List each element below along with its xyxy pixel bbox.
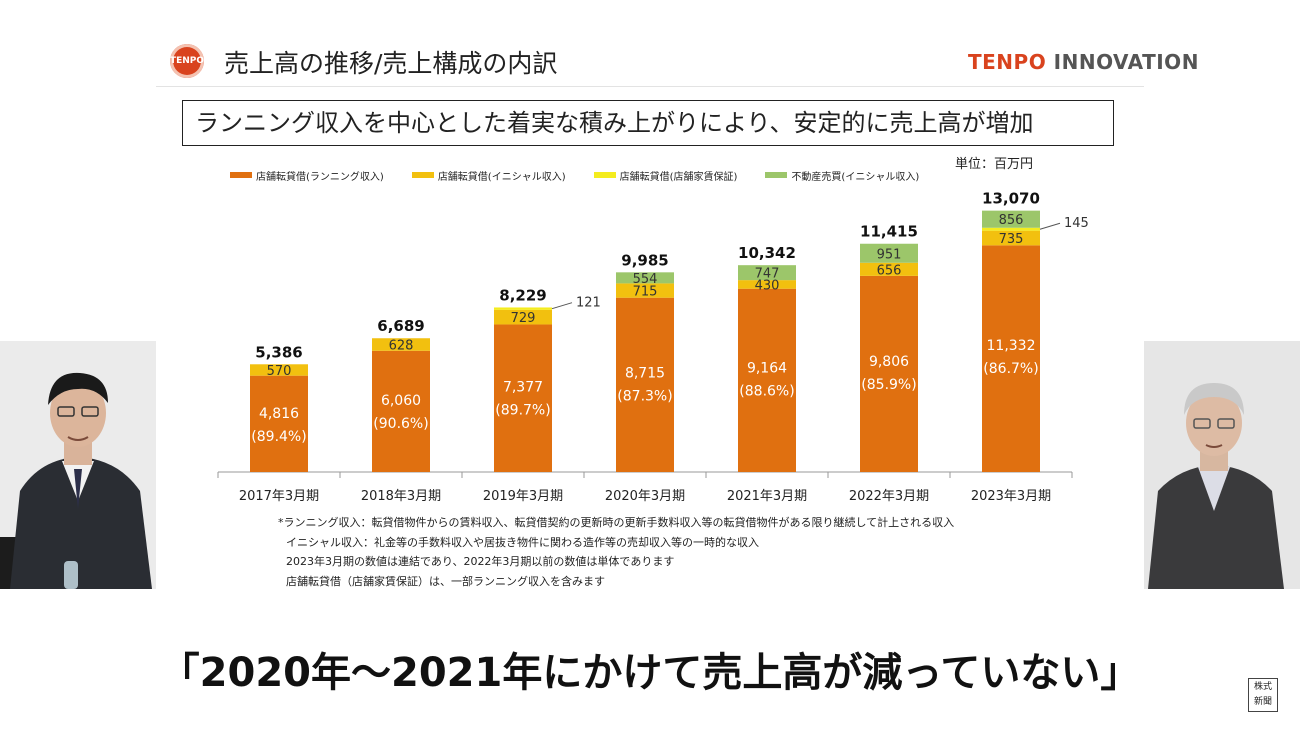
bar-segment-initial <box>494 309 552 325</box>
footnotes: *ランニング収入：転貸借物件からの賃料収入、転貸借契約の更新時の更新手数料収入等… <box>278 513 954 591</box>
data-label-real-estate: 951 <box>877 247 902 262</box>
total-label: 5,386 <box>255 343 302 361</box>
data-label-initial: 656 <box>877 263 902 278</box>
total-label: 13,070 <box>982 190 1040 208</box>
chart-legend: 店舗転貸借(ランニング収入) 店舗転貸借(イニシャル収入) 店舗転貸借(店舗家賃… <box>230 168 920 183</box>
legend-label-running: 店舗転貸借(ランニング収入) <box>256 171 384 183</box>
data-label-running: 9,164 <box>747 361 787 377</box>
data-label-running: 11,332 <box>987 338 1036 354</box>
data-label-running-percent: (85.9%) <box>861 377 916 393</box>
legend-swatch-guarantee <box>593 172 616 178</box>
presenter-video-left <box>0 341 156 589</box>
data-label-running: 7,377 <box>503 379 543 395</box>
data-label-initial: 628 <box>389 339 414 354</box>
bar-segment-initial <box>860 262 918 276</box>
data-label-initial: 735 <box>999 232 1024 247</box>
stamp-line-1: 株式 <box>1253 682 1272 692</box>
data-label-running: 6,060 <box>381 393 421 409</box>
bar-segment-running <box>982 245 1040 472</box>
data-label-running-percent: (90.6%) <box>373 416 428 432</box>
data-label-initial: 729 <box>511 311 536 326</box>
company-logo-icon: TENPO <box>170 44 204 78</box>
data-label-guarantee: 145 <box>1064 216 1089 231</box>
bar-segment-running <box>250 375 308 472</box>
bar-segment-initial <box>372 338 430 351</box>
data-label-running-percent: (87.3%) <box>617 388 672 404</box>
data-label-running: 9,806 <box>869 354 909 370</box>
bar-segment-running <box>738 288 796 472</box>
data-label-running-percent: (88.6%) <box>739 384 794 400</box>
presenter-left-figure <box>0 341 156 589</box>
legend-label-real-estate: 不動産売買(イニシャル収入) <box>791 171 920 183</box>
presenter-video-right <box>1144 341 1300 589</box>
bar-segment-guarantee <box>494 307 552 310</box>
bar-segment-running <box>616 297 674 472</box>
slide-title: 売上高の推移/売上構成の内訳 <box>224 49 558 78</box>
stamp-line-2: 新聞 <box>1253 697 1272 707</box>
legend-label-guarantee: 店舗転貸借(店舗家賃保証) <box>619 171 738 183</box>
caption-subtitle: 「2020年〜2021年にかけて売上高が減っていない」 <box>159 650 1141 696</box>
bar-segment-initial <box>738 280 796 289</box>
footnote-running: *ランニング収入：転貸借物件からの賃料収入、転貸借契約の更新時の更新手数料収入等… <box>278 516 955 529</box>
bar-segment-initial <box>250 364 308 376</box>
data-label-running: 8,715 <box>625 365 665 381</box>
bar-segment-guarantee <box>982 227 1040 231</box>
total-label: 9,985 <box>621 251 668 269</box>
data-label-initial: 570 <box>267 364 292 379</box>
bar-segment-initial <box>616 283 674 298</box>
watermark-stamp: 株式 新聞 <box>1248 678 1278 712</box>
unit-label: 単位：百万円 <box>955 157 1034 172</box>
bar-segment-real-estate <box>616 272 674 284</box>
bar-segment-initial <box>982 230 1040 246</box>
legend-swatch-real-estate <box>765 172 788 178</box>
total-label: 11,415 <box>860 223 918 241</box>
total-label: 6,689 <box>377 317 424 335</box>
data-label-real-estate: 856 <box>999 213 1024 228</box>
category-label: 2018年3月期 <box>361 489 441 504</box>
bar-segment-real-estate <box>860 243 918 263</box>
legend-label-initial: 店舗転貸借(イニシャル収入) <box>437 171 566 183</box>
bar-segment-running <box>372 350 430 472</box>
footnote-guarantee: 店舗転貸借（店舗家賃保証）は、一部ランニング収入を含みます <box>286 574 605 588</box>
category-label: 2017年3月期 <box>239 489 319 504</box>
footnote-consolidated: 2023年3月期の数値は連結であり、2022年3月期以前の数値は単体であります <box>286 555 675 568</box>
bar-segment-real-estate <box>738 265 796 281</box>
bar-segment-real-estate <box>982 210 1040 228</box>
legend-item-initial: 店舗転貸借(イニシャル収入) <box>411 168 566 183</box>
category-label: 2023年3月期 <box>971 489 1051 504</box>
legend-item-real-estate: 不動産売買(イニシャル収入) <box>765 168 920 183</box>
bar-segment-running <box>860 275 918 472</box>
leader-line-guarantee <box>1039 222 1061 230</box>
data-label-real-estate: 554 <box>633 272 658 287</box>
data-label-initial: 715 <box>633 285 658 300</box>
legend-swatch-running <box>230 172 252 178</box>
footnote-initial: イニシャル収入：礼金等の手数料収入や居抜き物件に関わる造作等の売却収入等の一時的… <box>286 535 759 549</box>
presenter-right-figure <box>1144 341 1300 589</box>
bar-segment-running <box>494 324 552 472</box>
leader-line-guarantee <box>551 302 573 310</box>
legend-swatch-initial <box>411 172 434 178</box>
subtitle-box: ランニング収入を中心とした着実な積み上がりにより、安定的に売上高が増加 <box>182 100 1114 146</box>
total-label: 8,229 <box>499 286 546 304</box>
stacked-bar-chart: 4,816 (89.4%) 570 5,386 2017年3月期 6,060 (90.6%)… <box>217 190 1089 504</box>
data-label-initial: 430 <box>755 278 780 293</box>
data-label-running-percent: (89.7%) <box>495 402 550 418</box>
data-label-running-percent: (89.4%) <box>251 429 306 445</box>
data-label-running: 4,816 <box>259 406 299 422</box>
data-label-guarantee: 121 <box>576 296 601 311</box>
data-label-real-estate: 747 <box>755 267 780 282</box>
brand-name-part2: INNOVATION <box>1053 50 1199 74</box>
total-label: 10,342 <box>738 244 796 262</box>
category-label: 2021年3月期 <box>727 489 807 504</box>
legend-item-running: 店舗転貸借(ランニング収入) <box>230 168 384 183</box>
brand-logo: TENPO INNOVATION <box>968 50 1199 74</box>
category-label: 2020年3月期 <box>605 489 685 504</box>
title-divider <box>156 86 1144 87</box>
category-label: 2022年3月期 <box>849 489 929 504</box>
legend-item-guarantee: 店舗転貸借(店舗家賃保証) <box>593 168 738 183</box>
brand-name-part1: TENPO <box>968 50 1047 74</box>
category-label: 2019年3月期 <box>483 489 563 504</box>
data-label-running-percent: (86.7%) <box>983 361 1038 377</box>
